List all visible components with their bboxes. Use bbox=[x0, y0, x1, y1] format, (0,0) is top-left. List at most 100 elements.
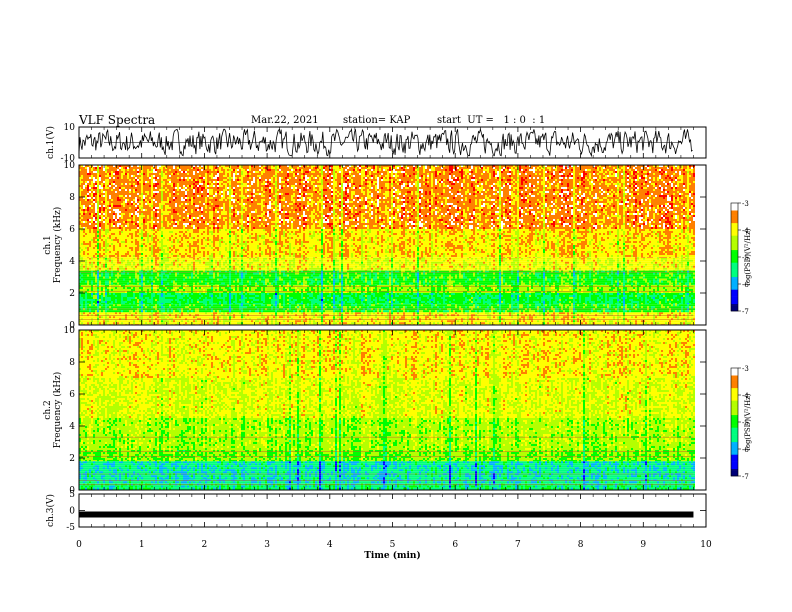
spectrogram-cell bbox=[143, 312, 145, 314]
spectrogram-cell bbox=[615, 312, 617, 314]
spectrogram-cell bbox=[451, 312, 453, 314]
spectrogram-cell bbox=[169, 312, 171, 314]
spectrogram-cell bbox=[441, 312, 443, 314]
spectrogram-cell bbox=[563, 312, 565, 314]
spectrogram-cell bbox=[327, 312, 329, 314]
spectrogram-cell bbox=[669, 312, 671, 314]
spectrogram-cell bbox=[497, 312, 499, 314]
spectrogram-cell bbox=[297, 312, 299, 314]
spectrogram-cell bbox=[463, 312, 465, 314]
spectrogram-cell bbox=[209, 312, 211, 314]
spectrogram-cell bbox=[411, 312, 413, 314]
spectrogram-cell bbox=[607, 312, 609, 314]
spectrogram-cell bbox=[499, 312, 501, 314]
spectrogram-cell bbox=[491, 312, 493, 314]
spectrogram-cell bbox=[545, 312, 547, 314]
spectrogram-cell bbox=[655, 312, 657, 314]
ch1-spectrogram-image bbox=[79, 165, 695, 325]
spectrogram-cell bbox=[247, 312, 249, 314]
spectrogram-cell bbox=[261, 312, 263, 314]
spectrogram-cell bbox=[381, 312, 383, 314]
spectrogram-cell bbox=[365, 312, 367, 314]
spectrogram-cell bbox=[329, 312, 331, 314]
spectrogram-cell bbox=[383, 312, 385, 314]
spectrogram-cell bbox=[337, 312, 339, 314]
spectrogram-cell bbox=[377, 312, 379, 314]
spectrogram-cell bbox=[273, 312, 275, 314]
spectrogram-cell bbox=[213, 312, 215, 314]
spectrogram-cell bbox=[671, 312, 673, 314]
spectrogram-cell bbox=[457, 312, 459, 314]
spectrogram-cell bbox=[397, 312, 399, 314]
spectrogram-cell bbox=[369, 312, 371, 314]
spectrogram-cell bbox=[309, 312, 311, 314]
spectrogram-cell bbox=[647, 312, 649, 314]
spectrogram-cell bbox=[371, 312, 373, 314]
y-axis-label: ch.1(V) bbox=[45, 126, 56, 159]
spectrogram-cell bbox=[151, 312, 153, 314]
spectrogram-cell bbox=[405, 312, 407, 314]
spectrogram-cell bbox=[645, 312, 647, 314]
spectrogram-cell bbox=[347, 312, 349, 314]
spectrogram-cell bbox=[197, 312, 199, 314]
spectrogram-cell bbox=[473, 312, 475, 314]
spectrogram-cell bbox=[449, 312, 451, 314]
spectrogram-cell bbox=[633, 312, 635, 314]
spectrogram-cell bbox=[353, 312, 355, 314]
spectrogram-cell bbox=[483, 312, 485, 314]
spectrogram-cell bbox=[279, 312, 281, 314]
spectrogram-cell bbox=[539, 312, 541, 314]
spectrogram-cell bbox=[155, 312, 157, 314]
spectrogram-cell bbox=[345, 312, 347, 314]
spectrogram-cell bbox=[433, 312, 435, 314]
spectrogram-cell bbox=[373, 312, 375, 314]
spectrogram-cell bbox=[551, 312, 553, 314]
spectrogram-cell bbox=[199, 312, 201, 314]
spectrogram-cell bbox=[601, 312, 603, 314]
spectrogram-cell bbox=[139, 312, 141, 314]
spectrogram-cell bbox=[643, 312, 645, 314]
spectrogram-cell bbox=[83, 312, 85, 314]
spectrogram-cell bbox=[675, 312, 677, 314]
spectrogram-cell bbox=[249, 312, 251, 314]
spectrogram-cell bbox=[231, 312, 233, 314]
spectrogram-cell bbox=[629, 312, 631, 314]
spectrogram-cell bbox=[167, 312, 169, 314]
spectrogram-cell bbox=[423, 312, 425, 314]
spectrogram-cell bbox=[103, 312, 105, 314]
spectrogram-cell bbox=[239, 312, 241, 314]
spectrogram-cell bbox=[303, 312, 305, 314]
spectrogram-cell bbox=[81, 312, 83, 314]
spectrogram-cell bbox=[339, 312, 341, 314]
spectrogram-cell bbox=[691, 312, 693, 314]
spectrogram-cell bbox=[219, 312, 221, 314]
spectrogram-cell bbox=[475, 312, 477, 314]
spectrogram-cell bbox=[657, 312, 659, 314]
spectrogram-cell bbox=[599, 312, 601, 314]
spectrogram-cell bbox=[461, 312, 463, 314]
spectrogram-cell bbox=[221, 312, 223, 314]
y-axis-label-line: ch.1(V) bbox=[45, 126, 56, 159]
spectrogram-cell bbox=[587, 312, 589, 314]
spectrogram-cell bbox=[535, 312, 537, 314]
spectrogram-cell bbox=[533, 312, 535, 314]
spectrogram-cell bbox=[487, 312, 489, 314]
spectrogram-cell bbox=[265, 312, 267, 314]
spectrogram-cell bbox=[149, 312, 151, 314]
spectrogram-cell bbox=[289, 312, 291, 314]
spectrogram-cell bbox=[171, 312, 173, 314]
spectrogram-cell bbox=[395, 312, 397, 314]
spectrogram-cell bbox=[157, 312, 159, 314]
spectrogram-cell bbox=[227, 312, 229, 314]
spectrogram-cell bbox=[637, 312, 639, 314]
spectrogram-cell bbox=[425, 312, 427, 314]
spectrogram-cell bbox=[87, 312, 89, 314]
spectrogram-cell bbox=[505, 312, 507, 314]
spectrogram-cell bbox=[651, 312, 653, 314]
spectrogram-cell bbox=[237, 312, 239, 314]
spectrogram-cell bbox=[467, 312, 469, 314]
spectrogram-cell bbox=[663, 312, 665, 314]
spectrogram-cell bbox=[479, 312, 481, 314]
spectrogram-cell bbox=[659, 312, 661, 314]
spectrogram-cell bbox=[573, 312, 575, 314]
